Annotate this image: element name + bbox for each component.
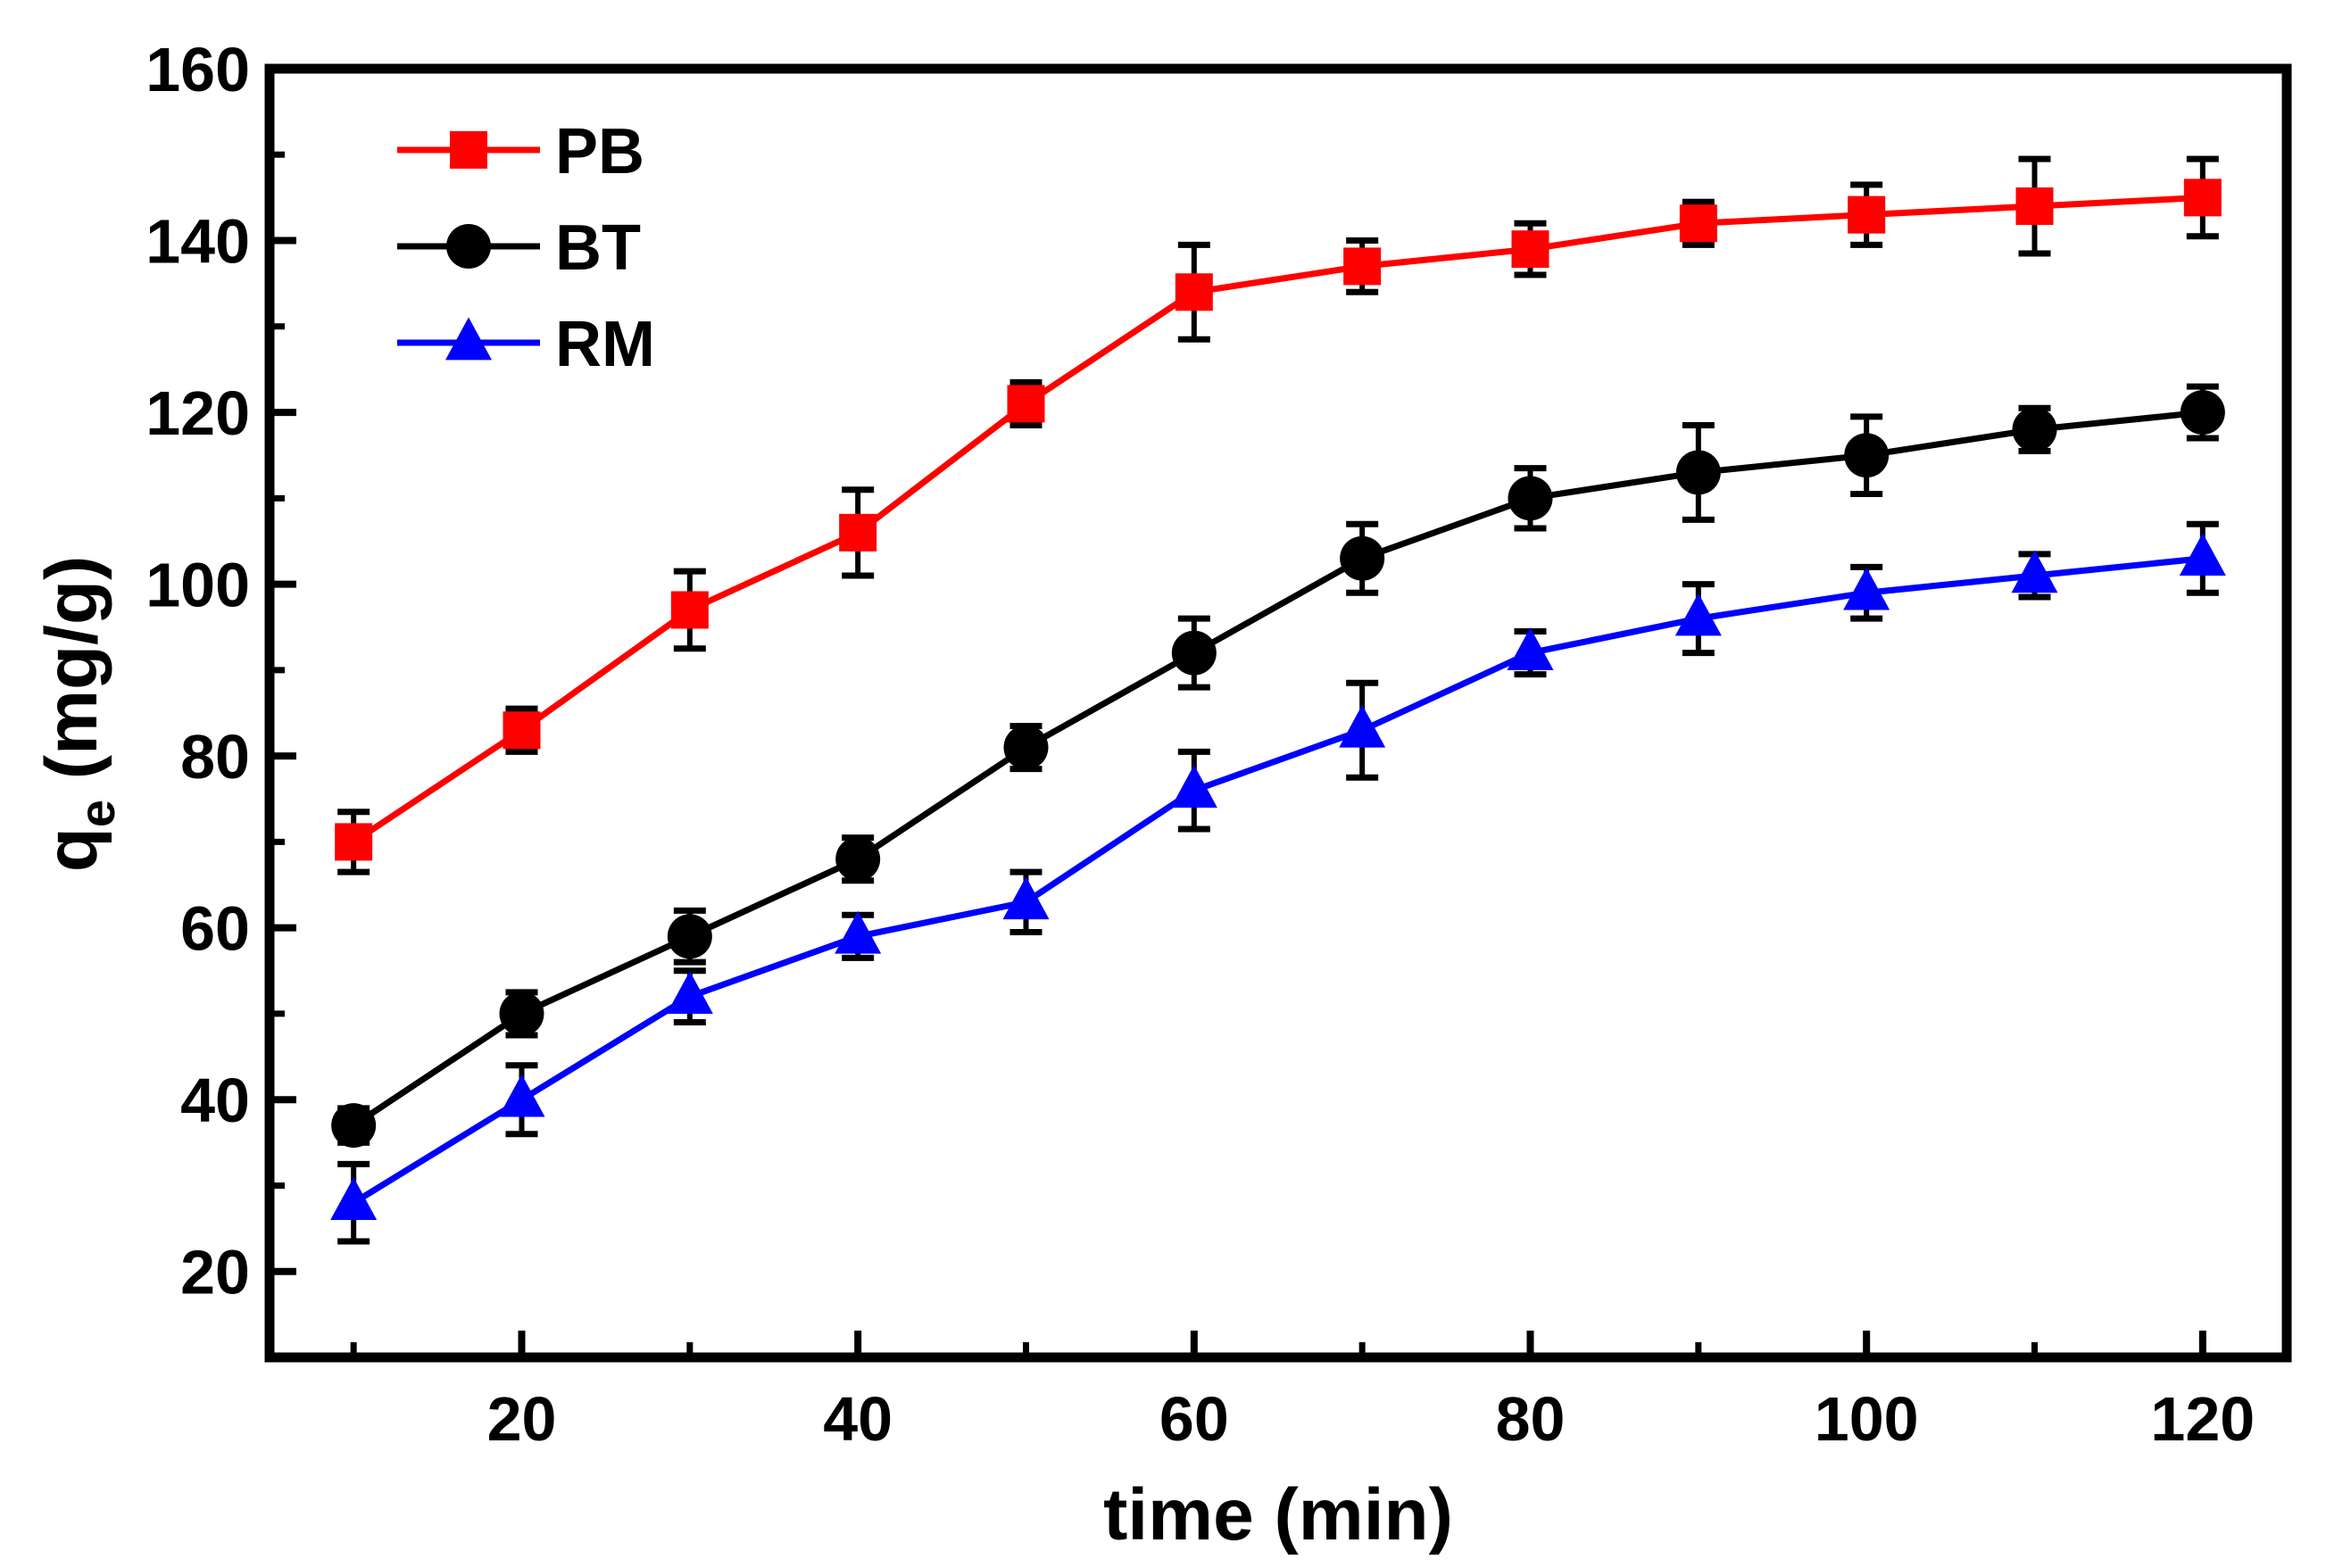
data-point-bt <box>499 991 544 1036</box>
y-tick-label: 20 <box>180 1238 250 1307</box>
data-point-pb <box>1343 247 1382 286</box>
data-point-rm <box>2179 533 2226 577</box>
data-point-rm <box>1002 876 1050 920</box>
data-point-bt <box>835 836 881 882</box>
y-tick-label: 60 <box>180 894 250 964</box>
x-tick-label: 60 <box>1159 1384 1229 1454</box>
data-point-pb <box>2015 187 2054 226</box>
x-tick-label: 40 <box>823 1384 893 1454</box>
x-tick-label: 80 <box>1496 1384 1566 1454</box>
data-point-bt <box>1508 476 1553 521</box>
data-point-pb <box>2183 178 2222 217</box>
data-point-rm <box>330 1177 378 1221</box>
y-tick-label: 40 <box>180 1066 250 1135</box>
x-axis-ticks: 20 40 60 80 100 120 <box>350 1331 2255 1454</box>
data-point-bt <box>1171 630 1217 676</box>
legend: PB BT RM <box>397 116 655 380</box>
data-point-rm <box>835 910 882 954</box>
data-point-pb <box>1679 204 1717 243</box>
plot-area-frame <box>264 63 2292 1363</box>
y-axis-title-symbol: q <box>31 827 112 872</box>
legend-item-pb: PB <box>397 116 644 187</box>
data-point-bt <box>1340 535 1385 581</box>
y-tick-label: 160 <box>145 35 250 104</box>
y-axis-title: qe (mg/g) <box>31 556 125 873</box>
legend-item-rm: RM <box>397 309 655 380</box>
data-point-bt <box>2180 390 2225 436</box>
y-axis-title-subscript: e <box>69 800 125 827</box>
y-axis-title-unit: (mg/g) <box>31 556 112 800</box>
data-point-rm <box>666 971 713 1014</box>
data-point-rm <box>1170 765 1217 808</box>
data-point-bt <box>667 914 712 959</box>
legend-marker-pb <box>450 131 487 169</box>
legend-item-bt: BT <box>397 212 641 284</box>
x-tick-label: 20 <box>487 1384 557 1454</box>
y-tick-label: 100 <box>145 551 250 620</box>
legend-marker-bt <box>446 224 491 269</box>
series-line-bt <box>352 409 2204 1128</box>
series-rm <box>330 520 2226 1245</box>
legend-marker-rm <box>445 317 492 361</box>
data-point-pb <box>503 711 541 750</box>
data-point-rm <box>1339 704 1386 748</box>
data-point-rm <box>2011 550 2058 593</box>
x-axis-title: time (min) <box>1103 1474 1453 1556</box>
data-point-rm <box>1674 593 1722 636</box>
data-point-pb <box>1511 230 1549 269</box>
data-point-bt <box>1844 433 1890 478</box>
data-point-rm <box>498 1074 545 1117</box>
legend-label-pb: PB <box>555 116 644 187</box>
series-pb <box>335 155 2222 875</box>
series-line-rm <box>352 555 2204 1206</box>
data-point-pb <box>335 823 373 861</box>
series-line-pb <box>352 194 2204 845</box>
data-point-rm <box>1843 567 1890 610</box>
data-point-bt <box>1003 725 1049 770</box>
data-point-rm <box>1507 627 1554 670</box>
data-point-bt <box>2012 407 2057 452</box>
series-bt <box>331 383 2225 1149</box>
data-point-pb <box>1175 273 1213 311</box>
data-point-bt <box>331 1103 377 1149</box>
data-point-pb <box>1848 195 1886 234</box>
data-point-pb <box>1007 385 1045 423</box>
series-layer <box>330 155 2226 1245</box>
data-point-bt <box>1675 450 1721 495</box>
y-tick-label: 80 <box>180 722 250 792</box>
data-point-pb <box>839 513 877 552</box>
y-tick-label: 120 <box>145 378 250 448</box>
x-tick-label: 100 <box>1815 1384 1919 1454</box>
data-point-pb <box>670 591 709 629</box>
legend-label-bt: BT <box>555 212 641 284</box>
y-axis-ticks: 20 40 60 80 100 120 140 160 <box>145 35 296 1361</box>
y-tick-label: 140 <box>145 207 250 277</box>
legend-label-rm: RM <box>555 309 655 380</box>
x-tick-label: 120 <box>2150 1384 2255 1454</box>
